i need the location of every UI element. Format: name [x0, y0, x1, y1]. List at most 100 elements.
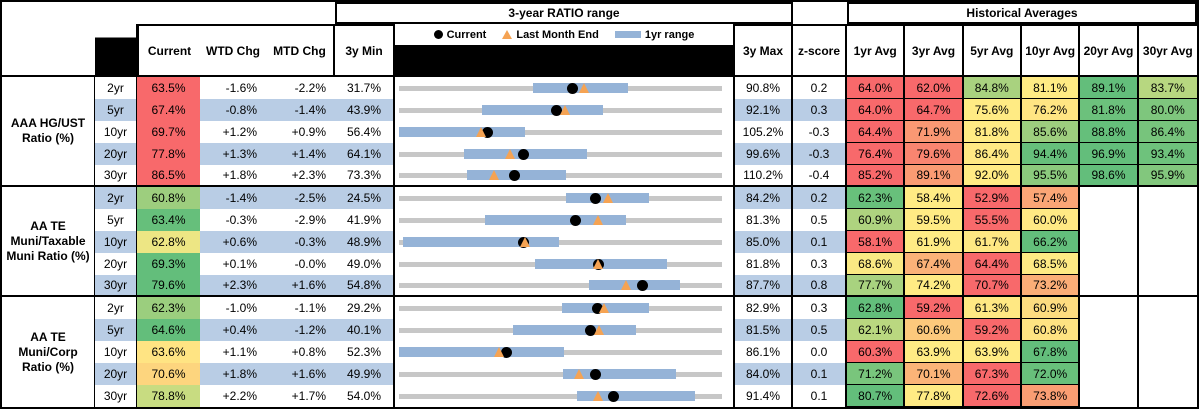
last-month-end-triangle	[599, 303, 610, 313]
chart-header-black-bar	[395, 45, 733, 75]
tenor-label: 10yr	[95, 231, 137, 253]
avg-cell-empty	[1139, 385, 1197, 407]
tenor-label: 30yr	[95, 385, 137, 407]
mtd-chg-cell: +0.8%	[291, 345, 326, 359]
current-dot-icon	[433, 30, 443, 39]
avg-cell: 67.3%	[963, 363, 1022, 385]
tenor-label: 20yr	[95, 363, 137, 385]
tenor-column-header	[95, 24, 137, 77]
z-score-cell: 0.0	[793, 341, 847, 363]
column-header-3y-min: 3y Min	[335, 24, 395, 77]
avg-cell: 71.9%	[905, 121, 964, 143]
wtd-chg-cell: +1.2%	[222, 125, 257, 139]
avg-cell-empty	[1139, 187, 1197, 209]
column-header-3y-max: 3y Max	[735, 24, 793, 77]
avg-cell-empty	[1139, 231, 1197, 253]
avg-cell: 60.6%	[905, 319, 964, 341]
current-dot	[569, 214, 581, 226]
range-chart	[395, 99, 735, 121]
one-year-range-bar	[576, 391, 695, 401]
wtd-chg-cell: +2.2%	[222, 389, 257, 403]
tenor-label: 30yr	[95, 165, 137, 187]
mtd-chg-cell: +1.7%	[291, 389, 326, 403]
mtd-chg-cell: -1.1%	[294, 301, 326, 315]
range-chart	[395, 77, 735, 99]
last-month-end-triangle-icon	[502, 30, 513, 39]
avg-cell: 62.3%	[847, 187, 906, 209]
wtd-chg-cell: -1.4%	[200, 187, 266, 209]
tenor-label: 2yr	[95, 77, 137, 99]
avg-cell: 64.0%	[847, 99, 906, 121]
range-plot	[399, 319, 722, 341]
avg-cell-empty	[1080, 275, 1139, 297]
mtd-chg-cell: -2.9%	[294, 213, 326, 227]
one-year-range-bar	[562, 369, 677, 379]
legend-current-item: Current	[433, 28, 487, 41]
range-track	[399, 282, 722, 288]
avg-cell-empty	[1139, 297, 1197, 319]
avg-cell: 73.2%	[1021, 275, 1081, 297]
range-track	[399, 129, 722, 135]
last-month-end-triangle	[593, 215, 604, 225]
mtd-chg-cell: -1.2%	[266, 319, 335, 341]
avg-cell: 72.0%	[1021, 363, 1081, 385]
avg-cell-empty	[1080, 187, 1139, 209]
3y-min-cell: 24.5%	[335, 187, 395, 209]
avg-cell: 71.2%	[847, 363, 906, 385]
legend-last-month-end-item: Last Month End	[502, 29, 599, 41]
avg-cell: 62.1%	[847, 319, 906, 341]
last-month-end-triangle	[593, 259, 604, 269]
avg-cell-empty	[1139, 363, 1197, 385]
avg-cell: 77.7%	[847, 275, 906, 297]
avg-cell: 67.8%	[1021, 341, 1081, 363]
avg-cell: 95.5%	[1021, 165, 1081, 187]
avg-cell: 76.2%	[1021, 99, 1081, 121]
range-chart	[395, 297, 735, 319]
range-plot	[399, 121, 722, 143]
current-value-cell: 60.8%	[137, 187, 200, 209]
3y-max-cell: 86.1%	[735, 341, 793, 363]
range-chart-header: Current Last Month End 1yr range	[395, 24, 735, 77]
range-chart	[395, 363, 735, 385]
3y-max-cell: 81.8%	[735, 253, 793, 275]
current-value-cell: 86.5%	[137, 165, 200, 187]
range-chart	[395, 121, 735, 143]
avg-cell: 61.3%	[963, 297, 1022, 319]
one-year-range-bar	[484, 215, 627, 225]
avg-cell: 70.7%	[963, 275, 1022, 297]
avg-cell: 80.0%	[1138, 99, 1197, 121]
range-plot	[399, 99, 722, 121]
range-chart	[395, 187, 735, 209]
z-score-cell: 0.3	[793, 297, 847, 319]
avg-cell: 68.6%	[847, 253, 906, 275]
3y-max-cell: 81.5%	[735, 319, 793, 341]
legend-current-label: Current	[446, 28, 487, 41]
last-month-end-triangle	[475, 127, 486, 137]
mtd-chg-cell: -0.3%	[266, 231, 335, 253]
tenor-label: 20yr	[95, 253, 137, 275]
current-dot	[637, 279, 649, 291]
range-bar-icon	[614, 31, 641, 38]
3y-min-cell: 43.9%	[335, 99, 395, 121]
current-value-cell: 69.7%	[137, 121, 200, 143]
3y-min-cell: 49.0%	[335, 253, 395, 275]
avg-cell-empty	[1139, 341, 1197, 363]
current-dot	[589, 192, 601, 204]
current-value-cell: 77.8%	[137, 143, 200, 165]
one-year-range-bar	[402, 237, 560, 247]
tenor-label: 5yr	[95, 99, 137, 121]
avg-cell-empty	[1139, 253, 1197, 275]
avg-cell: 89.1%	[905, 165, 964, 187]
3y-max-cell: 90.8%	[735, 77, 793, 99]
current-dot	[592, 302, 604, 314]
last-month-end-triangle	[593, 391, 604, 401]
current-value-cell: 63.5%	[137, 77, 200, 99]
3y-min-cell: 56.4%	[335, 121, 395, 143]
avg-cell: 67.4%	[905, 253, 964, 275]
avg-cell-empty	[1080, 231, 1139, 253]
avg-cell: 60.3%	[847, 341, 906, 363]
avg-cell: 59.2%	[963, 319, 1022, 341]
mtd-chg-cell: +1.6%	[266, 363, 335, 385]
3y-min-cell: 52.3%	[335, 341, 395, 363]
current-dot	[589, 368, 601, 380]
